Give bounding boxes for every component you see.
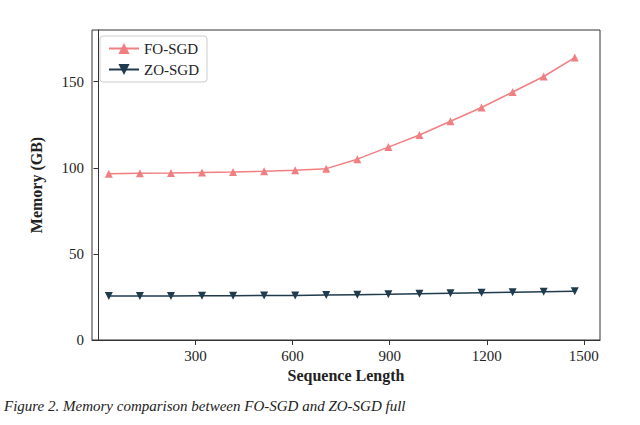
svg-text:0: 0 xyxy=(77,332,85,348)
svg-text:FO-SGD: FO-SGD xyxy=(144,41,198,57)
svg-text:1500: 1500 xyxy=(569,348,599,364)
svg-text:Figure 2. Memory comparison be: Figure 2. Memory comparison between FO-S… xyxy=(3,398,405,414)
svg-text:Sequence Length: Sequence Length xyxy=(288,367,405,385)
svg-text:1200: 1200 xyxy=(472,348,502,364)
svg-text:900: 900 xyxy=(378,348,401,364)
svg-text:100: 100 xyxy=(62,160,85,176)
svg-text:ZO-SGD: ZO-SGD xyxy=(144,62,199,78)
svg-text:300: 300 xyxy=(184,348,207,364)
svg-text:50: 50 xyxy=(69,246,84,262)
svg-text:150: 150 xyxy=(62,74,85,90)
svg-text:Memory (GB): Memory (GB) xyxy=(28,137,46,233)
svg-text:600: 600 xyxy=(281,348,304,364)
